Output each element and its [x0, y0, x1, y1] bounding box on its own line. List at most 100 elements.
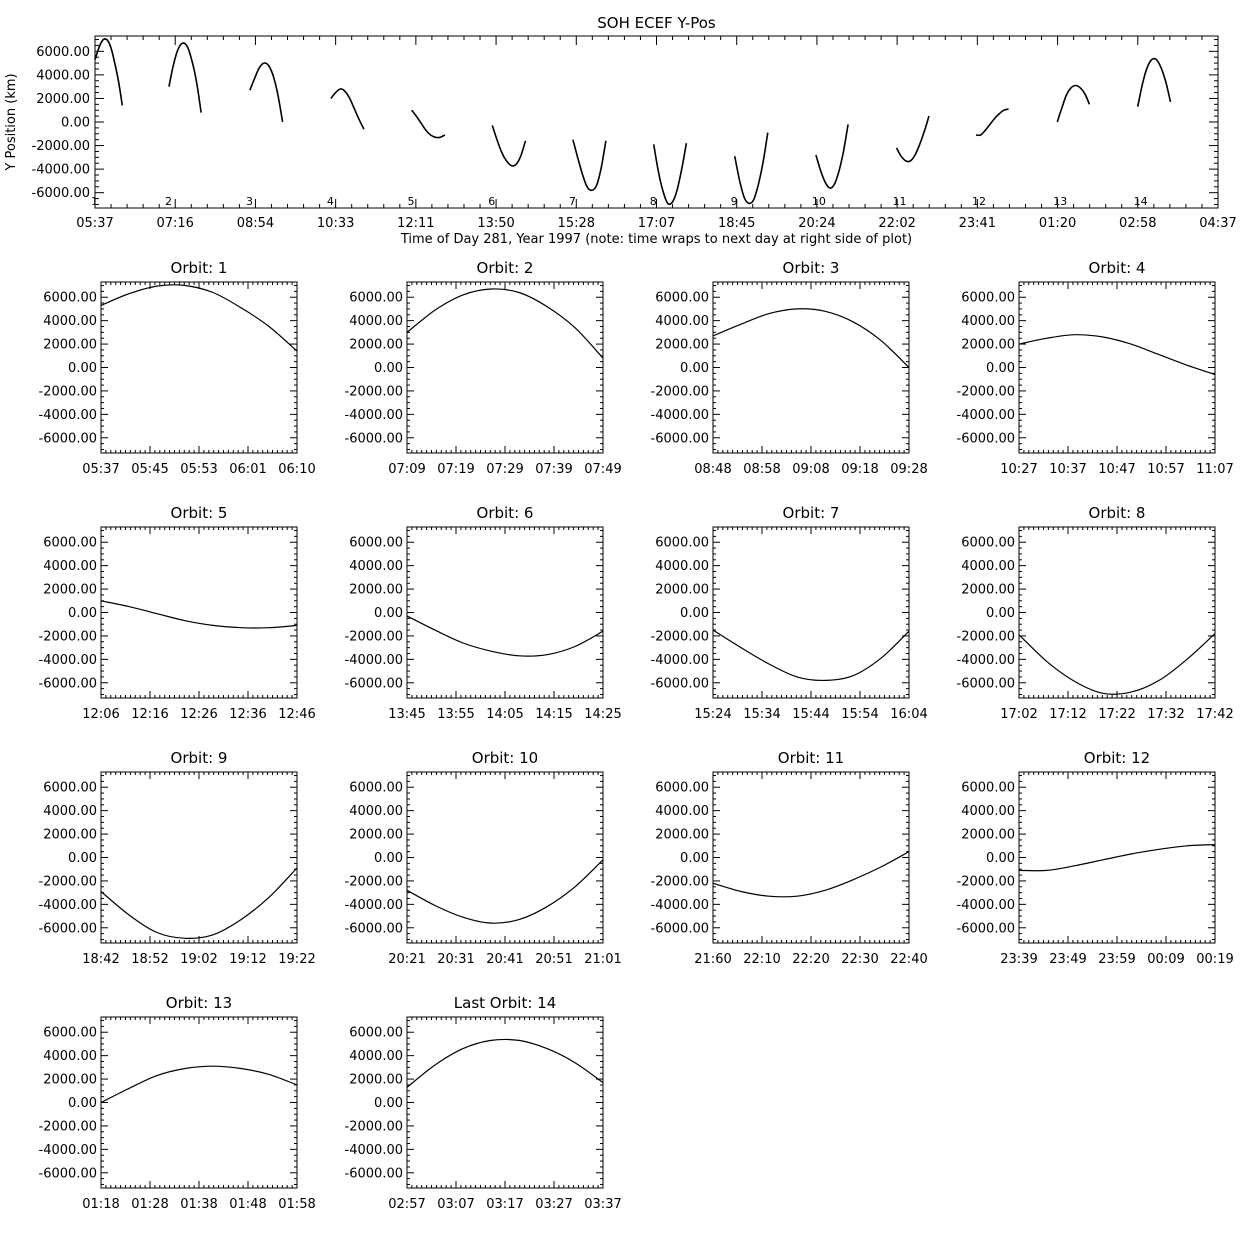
x-tick-label: 15:44: [792, 707, 829, 722]
y-tick-label: 0.00: [68, 1096, 97, 1111]
y-tick-label: 4000.00: [43, 1049, 97, 1064]
x-tick-label: 07:16: [156, 216, 193, 231]
y-tick-label: -2000.00: [957, 874, 1015, 889]
x-tick-label: 22:20: [792, 952, 829, 967]
y-tick-label: 0.00: [374, 361, 403, 376]
x-tick-label: 12:36: [229, 707, 266, 722]
y-tick-label: 2000.00: [961, 583, 1015, 598]
y-tick-label: 2000.00: [655, 583, 709, 598]
x-tick-label: 23:59: [1098, 952, 1135, 967]
orbit-panel-line: [1018, 334, 1216, 376]
x-tick-label: 20:41: [486, 952, 523, 967]
y-tick-label: 6000.00: [349, 1026, 403, 1041]
x-tick-label: 15:24: [694, 707, 731, 722]
y-tick-label: -6000.00: [651, 676, 709, 691]
y-tick-label: 2000.00: [349, 1073, 403, 1088]
y-tick-label: -4000.00: [957, 653, 1015, 668]
y-tick-label: 0.00: [68, 361, 97, 376]
y-tick-label: 0.00: [986, 361, 1015, 376]
y-tick-label: -6000.00: [39, 921, 97, 936]
x-tick-label: 20:51: [535, 952, 572, 967]
y-tick-label: 6000.00: [655, 781, 709, 796]
y-tick-label: 6000.00: [655, 291, 709, 306]
orbit-panel: Orbit: 3 6000.00 4000.00 2000.00 0.00 -2000.0…: [651, 259, 928, 477]
y-tick-label: -6000.00: [957, 431, 1015, 446]
orbit-panel-title: Orbit: 12: [1084, 749, 1150, 767]
y-tick-label: 2000.00: [655, 338, 709, 353]
orbit-panel-frame: [406, 526, 604, 699]
x-tick-label: 10:57: [1147, 462, 1184, 477]
y-tick-label: 2000.00: [349, 828, 403, 843]
orbit-panel-line: [100, 1065, 298, 1104]
y-tick-label: -4000.00: [345, 1143, 403, 1158]
y-tick-label: 4000.00: [43, 804, 97, 819]
x-tick-label: 10:47: [1098, 462, 1135, 477]
y-tick-label: -6000.00: [957, 676, 1015, 691]
y-tick-label: 6000.00: [43, 291, 97, 306]
x-tick-label: 12:26: [180, 707, 217, 722]
orbit-panel-line: [712, 629, 910, 682]
x-tick-label: 00:09: [1147, 952, 1184, 967]
orbit-panel: Orbit: 12 6000.00 4000.00 2000.00 0.00 -2000.…: [957, 749, 1234, 967]
orbit-panel: Orbit: 6 6000.00 4000.00 2000.00 0.00 -2000.0…: [345, 504, 622, 722]
orbit-panel-title: Orbit: 11: [778, 749, 844, 767]
orbit-marker-label: 1: [91, 195, 98, 208]
orbit-panel: Orbit: 4 6000.00 4000.00 2000.00 0.00 -2000.0…: [957, 259, 1234, 477]
x-tick-label: 01:38: [180, 1197, 217, 1212]
orbit-panel-line: [100, 867, 298, 939]
x-tick-label: 14:15: [535, 707, 572, 722]
y-tick-label: 2000.00: [43, 583, 97, 598]
x-tick-label: 08:48: [694, 462, 731, 477]
y-tick-label: 6000.00: [36, 45, 90, 60]
y-tick-label: 4000.00: [655, 559, 709, 574]
x-tick-label: 23:41: [959, 216, 996, 231]
x-tick-label: 15:54: [841, 707, 878, 722]
orbit-panel: Orbit: 10 6000.00 4000.00 2000.00 0.00 -2000.…: [345, 749, 622, 967]
y-tick-label: 4000.00: [349, 559, 403, 574]
y-tick-label: -2000.00: [39, 629, 97, 644]
x-tick-label: 15:28: [558, 216, 595, 231]
x-tick-label: 03:37: [584, 1197, 621, 1212]
y-tick-label: 6000.00: [43, 1026, 97, 1041]
x-tick-label: 14:05: [486, 707, 523, 722]
orbit-panel-frame: [712, 281, 910, 454]
y-tick-label: 2000.00: [349, 338, 403, 353]
y-tick-label: -2000.00: [651, 629, 709, 644]
y-tick-label: -6000.00: [39, 431, 97, 446]
y-tick-label: -6000.00: [39, 676, 97, 691]
x-tick-label: 19:02: [180, 952, 217, 967]
y-tick-label: 0.00: [61, 116, 90, 131]
y-tick-label: -2000.00: [345, 1119, 403, 1134]
x-tick-label: 12:46: [278, 707, 315, 722]
y-tick-label: -6000.00: [957, 921, 1015, 936]
orbit-marker-label: 6: [488, 195, 495, 208]
orbit-panel-line: [100, 600, 298, 629]
orbit-panel-line: [712, 851, 910, 898]
orbit-panel-frame: [100, 771, 298, 944]
x-tick-label: 22:40: [890, 952, 927, 967]
y-tick-label: 4000.00: [961, 804, 1015, 819]
orbit-series-line: [895, 115, 930, 163]
x-tick-label: 20:31: [437, 952, 474, 967]
x-tick-label: 03:17: [486, 1197, 523, 1212]
orbit-panel-line: [406, 1038, 604, 1088]
x-tick-label: 01:58: [278, 1197, 315, 1212]
y-tick-label: 2000.00: [655, 828, 709, 843]
x-tick-label: 06:10: [278, 462, 315, 477]
orbit-panel-line: [406, 859, 604, 924]
orbit-marker-label: 13: [1053, 195, 1067, 208]
orbit-series-line: [491, 125, 527, 167]
y-tick-label: 0.00: [374, 606, 403, 621]
x-tick-label: 07:39: [535, 462, 572, 477]
orbit-marker-label: 7: [569, 195, 576, 208]
x-tick-label: 21:01: [584, 952, 621, 967]
x-tick-label: 12:16: [131, 707, 168, 722]
y-tick-label: -4000.00: [957, 898, 1015, 913]
y-tick-label: -2000.00: [39, 874, 97, 889]
orbit-marker-label: 3: [246, 195, 253, 208]
x-tick-label: 13:45: [388, 707, 425, 722]
y-tick-label: -4000.00: [651, 898, 709, 913]
y-tick-label: -6000.00: [345, 676, 403, 691]
orbit-panel-frame: [406, 771, 604, 944]
y-tick-label: -4000.00: [39, 408, 97, 423]
